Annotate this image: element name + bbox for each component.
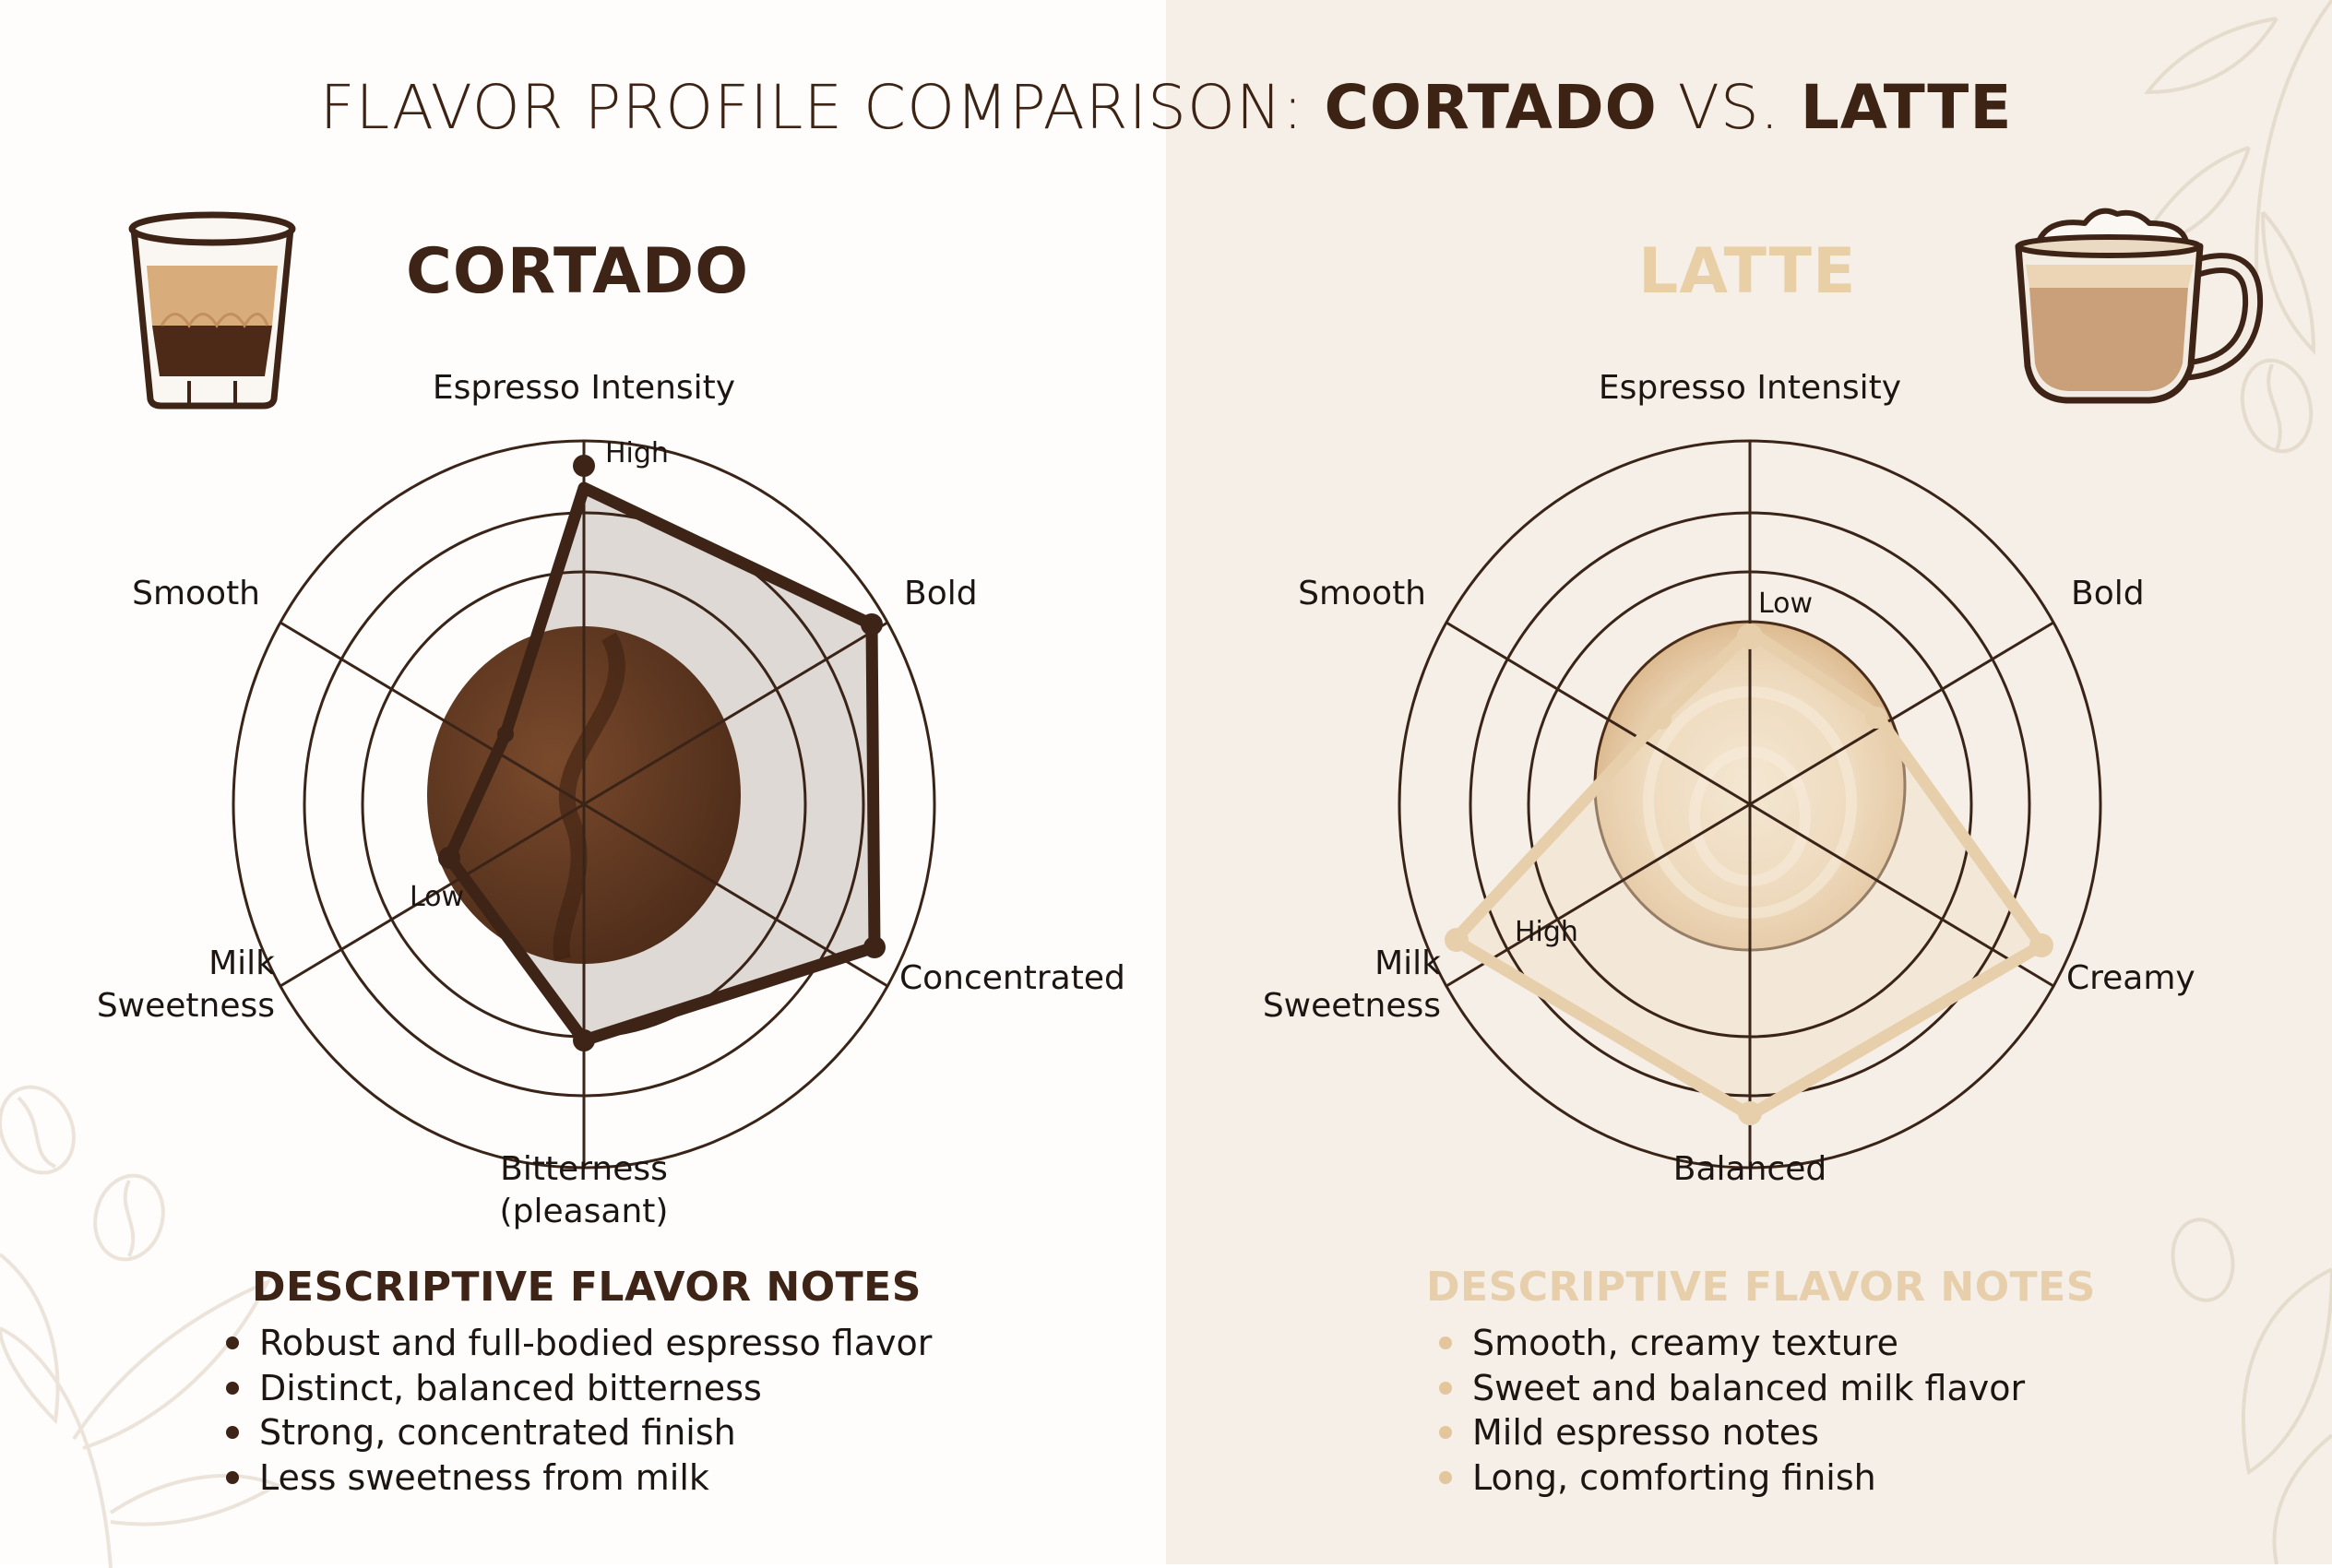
cortado-axis-concentrated: Concentrated (899, 959, 1125, 997)
latte-radar-chart (1398, 439, 2102, 1170)
cortado-heading: CORTADO (406, 235, 750, 308)
cortado-axis-bitterness-line2: (pleasant) (499, 1193, 669, 1230)
note-text: Less sweetness from milk (259, 1456, 709, 1498)
cortado-notes-title: DESCRIPTIVE FLAVOR NOTES (252, 1264, 922, 1311)
latte-axis-milk-line2: Sweetness (1262, 987, 1441, 1025)
list-item: Long, comforting finish (1439, 1455, 2025, 1501)
note-text: Strong, concentrated finish (259, 1412, 736, 1453)
latte-scale-low: Low (1758, 588, 1814, 620)
title-prefix: FLAVOR PROFILE COMPARISON: (319, 72, 1325, 143)
note-text: Sweet and balanced milk flavor (1472, 1367, 2026, 1408)
cortado-axis-smooth: Smooth (132, 575, 260, 612)
latte-axis-creamy: Creamy (2066, 959, 2195, 997)
bullet-icon (1439, 1381, 1452, 1395)
cortado-axis-milk-sweetness: Milk Sweetness (74, 943, 275, 1028)
title-drink-a: CORTADO (1324, 72, 1658, 143)
bullet-icon (1439, 1336, 1452, 1350)
list-item: Strong, concentrated finish (226, 1410, 932, 1455)
latte-axis-milk-sweetness: Milk Sweetness (1236, 943, 1441, 1028)
page-title: FLAVOR PROFILE COMPARISON: CORTADO VS. L… (0, 72, 2332, 143)
cortado-notes-list: Robust and full-bodied espresso flavor D… (226, 1321, 932, 1500)
cortado-axis-bold: Bold (904, 575, 978, 612)
latte-axis-balanced: Balanced (1672, 1150, 1827, 1188)
latte-radar-fill (1455, 632, 2041, 1115)
latte-scale-high: High (1515, 916, 1578, 948)
list-item: Robust and full-bodied espresso flavor (226, 1321, 932, 1366)
title-vs: VS. (1657, 72, 1801, 143)
bullet-icon (226, 1381, 239, 1395)
cortado-axis-milk-line1: Milk (208, 944, 275, 982)
cortado-axis-bitterness-line1: Bitterness (500, 1150, 668, 1188)
note-text: Smooth, creamy texture (1472, 1323, 1898, 1363)
cortado-axis-bitterness: Bitterness (pleasant) (500, 1148, 669, 1233)
bullet-icon (226, 1426, 239, 1440)
list-item: Mild espresso notes (1439, 1410, 2025, 1455)
latte-cup-icon (2015, 208, 2264, 404)
latte-notes-list: Smooth, creamy texture Sweet and balance… (1439, 1321, 2025, 1500)
latte-heading: LATTE (1638, 235, 1857, 308)
bullet-icon (1439, 1470, 1452, 1484)
bullet-icon (226, 1470, 239, 1484)
bullet-icon (1439, 1426, 1452, 1440)
cortado-axis-espresso-intensity: Espresso Intensity (432, 369, 736, 407)
list-item: Less sweetness from milk (226, 1455, 932, 1501)
title-drink-b: LATTE (1800, 72, 2013, 143)
latte-axis-milk-line1: Milk (1374, 944, 1441, 982)
cortado-scale-high: High (605, 437, 669, 469)
latte-notes-title: DESCRIPTIVE FLAVOR NOTES (1426, 1264, 2096, 1311)
bullet-icon (226, 1336, 239, 1350)
list-item: Sweet and balanced milk flavor (1439, 1366, 2025, 1411)
latte-axis-smooth: Smooth (1298, 575, 1426, 612)
cortado-radar-chart (232, 439, 936, 1170)
latte-axis-bold: Bold (2071, 575, 2145, 612)
latte-axis-espresso-intensity: Espresso Intensity (1598, 369, 1902, 407)
cortado-scale-low: Low (410, 881, 465, 913)
list-item: Distinct, balanced bitterness (226, 1366, 932, 1411)
note-text: Distinct, balanced bitterness (259, 1367, 762, 1408)
note-text: Long, comforting finish (1472, 1456, 1876, 1498)
cortado-axis-milk-line2: Sweetness (96, 987, 275, 1025)
cortado-glass-icon (128, 211, 296, 410)
list-item: Smooth, creamy texture (1439, 1321, 2025, 1366)
note-text: Robust and full-bodied espresso flavor (259, 1323, 933, 1363)
note-text: Mild espresso notes (1472, 1412, 1819, 1453)
